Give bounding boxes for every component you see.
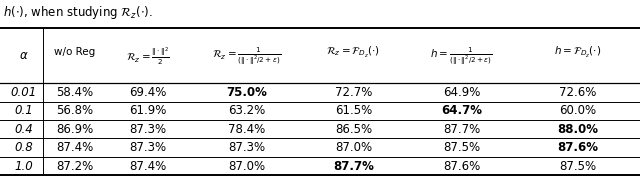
Text: 86.9%: 86.9% — [56, 123, 93, 136]
Text: 88.0%: 88.0% — [557, 123, 598, 136]
Text: 61.5%: 61.5% — [335, 104, 372, 117]
Text: 72.6%: 72.6% — [559, 86, 596, 99]
Text: 87.5%: 87.5% — [559, 159, 596, 173]
Text: 64.9%: 64.9% — [443, 86, 481, 99]
Text: 78.4%: 78.4% — [228, 123, 266, 136]
Text: $\mathcal{R}_z = \frac{1}{(\|\cdot\|^2/2+\epsilon)}$: $\mathcal{R}_z = \frac{1}{(\|\cdot\|^2/2… — [212, 45, 282, 67]
Text: 87.0%: 87.0% — [228, 159, 266, 173]
Text: 75.0%: 75.0% — [227, 86, 268, 99]
Text: 0.4: 0.4 — [15, 123, 33, 136]
Text: 1.0: 1.0 — [15, 159, 33, 173]
Text: $\mathcal{R}_z = \frac{\|\cdot\|^2}{2}$: $\mathcal{R}_z = \frac{\|\cdot\|^2}{2}$ — [126, 45, 170, 67]
Text: 87.3%: 87.3% — [129, 141, 166, 154]
Text: 63.2%: 63.2% — [228, 104, 266, 117]
Text: 87.2%: 87.2% — [56, 159, 93, 173]
Text: 0.1: 0.1 — [15, 104, 33, 117]
Text: 87.3%: 87.3% — [228, 141, 266, 154]
Text: 87.6%: 87.6% — [557, 141, 598, 154]
Text: $h = \mathcal{F}_{D_z}(\cdot)$: $h = \mathcal{F}_{D_z}(\cdot)$ — [554, 45, 602, 60]
Text: 87.0%: 87.0% — [335, 141, 372, 154]
Text: 86.5%: 86.5% — [335, 123, 372, 136]
Text: 87.6%: 87.6% — [443, 159, 480, 173]
Text: 72.7%: 72.7% — [335, 86, 372, 99]
Text: 60.0%: 60.0% — [559, 104, 596, 117]
Text: $\alpha$: $\alpha$ — [19, 49, 29, 62]
Text: w/o Reg: w/o Reg — [54, 47, 95, 57]
Text: 87.5%: 87.5% — [443, 141, 480, 154]
Text: 87.3%: 87.3% — [129, 123, 166, 136]
Text: 87.7%: 87.7% — [443, 123, 480, 136]
Text: 56.8%: 56.8% — [56, 104, 93, 117]
Text: 0.8: 0.8 — [15, 141, 33, 154]
Text: 69.4%: 69.4% — [129, 86, 167, 99]
Text: $h = \frac{1}{(\|\cdot\|^2/2+\epsilon)}$: $h = \frac{1}{(\|\cdot\|^2/2+\epsilon)}$ — [431, 45, 493, 67]
Text: 64.7%: 64.7% — [441, 104, 482, 117]
Text: $\mathcal{R}_z = \mathcal{F}_{D_z}(\cdot)$: $\mathcal{R}_z = \mathcal{F}_{D_z}(\cdot… — [326, 45, 380, 60]
Text: 61.9%: 61.9% — [129, 104, 167, 117]
Text: 87.4%: 87.4% — [56, 141, 93, 154]
Text: 0.01: 0.01 — [11, 86, 37, 99]
Text: 58.4%: 58.4% — [56, 86, 93, 99]
Text: 87.7%: 87.7% — [333, 159, 374, 173]
Text: 87.4%: 87.4% — [129, 159, 166, 173]
Text: $h(\cdot)$, when studying $\mathcal{R}_z(\cdot)$.: $h(\cdot)$, when studying $\mathcal{R}_z… — [3, 4, 153, 21]
